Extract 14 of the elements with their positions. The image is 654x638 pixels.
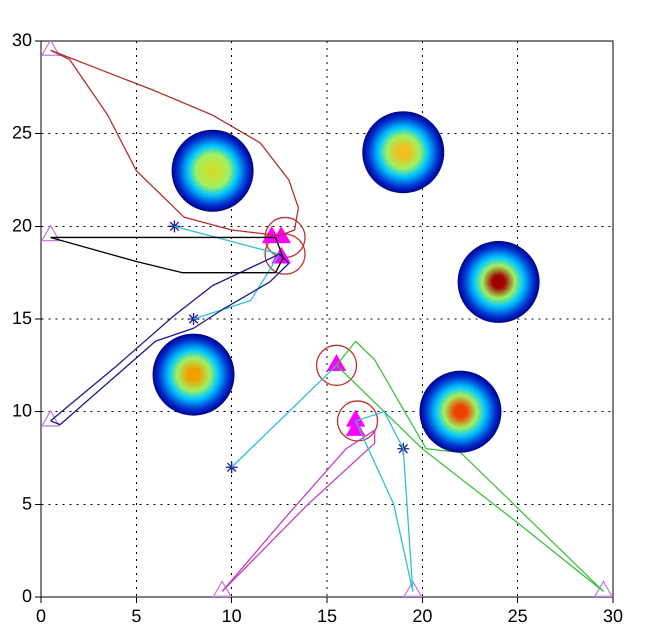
x-tick-label: 5 bbox=[131, 606, 142, 626]
y-tick-label: 30 bbox=[12, 30, 32, 50]
y-tick-label: 15 bbox=[12, 308, 32, 328]
x-tick-label: 15 bbox=[316, 606, 338, 626]
y-tick-label: 5 bbox=[22, 493, 32, 514]
x-tick-label: 0 bbox=[36, 606, 46, 626]
y-tick-label: 10 bbox=[12, 400, 32, 421]
y-tick-label: 20 bbox=[12, 215, 32, 236]
y-tick-label: 25 bbox=[12, 122, 32, 143]
y-tick-label: 0 bbox=[22, 586, 32, 606]
x-tick-label: 20 bbox=[412, 606, 432, 626]
x-tick-label: 10 bbox=[222, 606, 242, 626]
x-tick-label: 30 bbox=[602, 606, 624, 626]
x-tick-label: 25 bbox=[508, 606, 528, 626]
